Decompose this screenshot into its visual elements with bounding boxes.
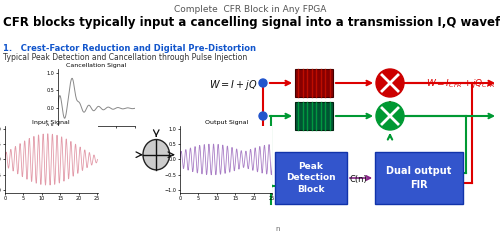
Text: Dual output
FIR: Dual output FIR: [386, 166, 452, 190]
Title: Output Signal: Output Signal: [204, 120, 248, 125]
Text: Complete  CFR Block in Any FPGA: Complete CFR Block in Any FPGA: [174, 5, 326, 14]
Text: n: n: [275, 226, 280, 232]
Bar: [295, 102, 333, 130]
Circle shape: [143, 139, 170, 170]
Text: $W = I_{CFR} + jQ_{CFR}$: $W = I_{CFR} + jQ_{CFR}$: [426, 77, 496, 90]
Text: $W = I + jQ$: $W = I + jQ$: [208, 78, 257, 92]
Circle shape: [376, 102, 404, 130]
Text: C(n): C(n): [350, 175, 368, 184]
Title: Cancellation Signal: Cancellation Signal: [66, 63, 126, 68]
Circle shape: [259, 112, 267, 120]
Bar: [275, 152, 347, 204]
Text: 1.   Crest-Factor Reduction and Digital Pre-Distortion: 1. Crest-Factor Reduction and Digital Pr…: [3, 44, 256, 53]
Text: CFR blocks typically input a cancelling signal into a transmission I,Q waveform.: CFR blocks typically input a cancelling …: [3, 16, 500, 29]
Bar: [375, 152, 463, 204]
Bar: [295, 69, 333, 97]
Circle shape: [376, 69, 404, 97]
Text: Typical Peak Detection and Cancellation through Pulse Injection: Typical Peak Detection and Cancellation …: [3, 53, 247, 62]
Title: Input Signal: Input Signal: [32, 120, 70, 125]
Text: Peak
Detection
Block: Peak Detection Block: [286, 162, 336, 194]
Circle shape: [259, 79, 267, 87]
